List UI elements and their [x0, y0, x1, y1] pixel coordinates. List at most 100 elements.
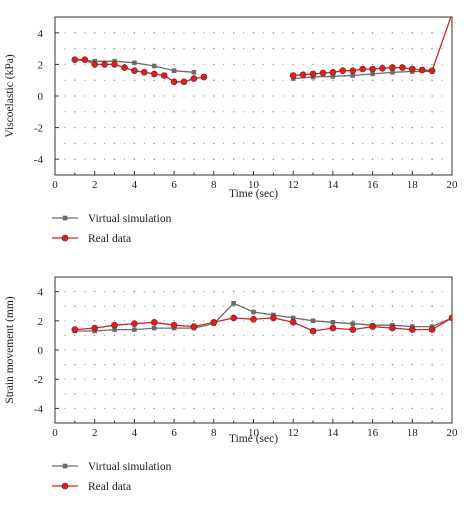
- y-tick-label: 2: [38, 59, 44, 71]
- data-point: [408, 326, 416, 333]
- x-tick-label: 8: [211, 179, 217, 191]
- x-tick-label: 2: [92, 427, 98, 439]
- data-point: [399, 64, 406, 71]
- data-point: [200, 73, 208, 81]
- data-point: [370, 71, 375, 77]
- data-point: [131, 67, 138, 74]
- data-point: [250, 315, 257, 323]
- x-tick-label: 20: [447, 179, 459, 191]
- data-point: [349, 326, 357, 333]
- legend-marker-square: [62, 463, 68, 469]
- data-point: [408, 65, 416, 73]
- y-tick-label: 4: [38, 287, 44, 299]
- x-tick-label: 4: [132, 427, 138, 439]
- x-tick-label: 14: [327, 179, 339, 191]
- legend-marker-circle: [61, 482, 69, 490]
- legend: Virtual simulation Real data: [52, 461, 172, 493]
- data-point: [369, 65, 376, 73]
- series-line: [293, 70, 433, 80]
- y-tick-label: -4: [34, 154, 44, 166]
- x-tick-label: 14: [327, 427, 339, 439]
- data-point: [389, 324, 396, 332]
- legend: Virtual simulation Real data: [52, 213, 172, 245]
- x-tick-label: 8: [211, 427, 217, 439]
- data-point: [151, 70, 158, 78]
- series-layer: [71, 301, 452, 335]
- x-tick-label: 16: [367, 179, 379, 191]
- y-axis-title: Viscoelastic (kPa): [4, 54, 16, 137]
- data-point: [339, 67, 347, 74]
- data-point: [131, 320, 138, 328]
- data-point: [151, 325, 157, 331]
- y-tick-label: -4: [34, 403, 44, 415]
- data-point: [190, 75, 198, 82]
- data-point: [111, 321, 118, 329]
- y-tick-label: 0: [38, 345, 44, 357]
- data-point: [299, 71, 307, 78]
- data-point: [111, 61, 118, 68]
- data-point: [230, 314, 237, 322]
- data-point: [132, 327, 137, 332]
- data-point: [231, 301, 236, 306]
- data-point: [350, 321, 355, 326]
- x-axis-title: Time (sec): [229, 188, 278, 200]
- data-point: [251, 309, 256, 315]
- data-point: [71, 56, 79, 64]
- data-point: [309, 70, 317, 78]
- y-tick-label: -2: [34, 374, 43, 386]
- data-point: [151, 63, 157, 69]
- data-point: [379, 65, 386, 72]
- data-point: [151, 318, 158, 326]
- chart-1: 0 2 4 6 8 10 12 14 16 18 20 -4 -2 0 2 4 Time (sec) Viscoe…: [4, 16, 459, 245]
- data-point: [180, 78, 188, 86]
- data-point: [389, 64, 396, 71]
- x-tick-label: 10: [248, 179, 260, 191]
- x-tick-label: 2: [92, 179, 98, 191]
- y-tick-label: -2: [34, 123, 43, 135]
- legend-label: Real data: [88, 233, 131, 245]
- data-point: [190, 323, 198, 330]
- x-tick-label: 20: [447, 427, 459, 439]
- data-point: [290, 315, 296, 321]
- data-point: [210, 318, 218, 326]
- data-point: [101, 61, 108, 68]
- data-point: [359, 65, 367, 73]
- y-tick-label: 2: [38, 316, 44, 328]
- series-layer: [71, 17, 452, 86]
- data-point: [369, 323, 376, 330]
- legend-label: Real data: [88, 481, 131, 493]
- data-point: [428, 67, 436, 74]
- data-point: [191, 70, 197, 75]
- real-data-series: [71, 17, 452, 86]
- x-tick-label: 0: [52, 179, 58, 191]
- data-point: [428, 326, 436, 333]
- x-tick-label: 12: [288, 427, 299, 439]
- data-point: [350, 73, 355, 78]
- series-line: [74, 317, 452, 332]
- data-point: [289, 318, 297, 326]
- data-point: [132, 60, 137, 66]
- data-point: [390, 70, 395, 75]
- data-point: [310, 318, 316, 324]
- data-point: [270, 314, 277, 322]
- legend-marker-square: [62, 215, 68, 221]
- data-point: [330, 74, 336, 79]
- x-tick-label: 16: [367, 427, 379, 439]
- legend-label: Virtual simulation: [88, 461, 172, 473]
- x-axis-title: Time (sec): [229, 433, 278, 445]
- y-tick-label: 4: [38, 28, 44, 40]
- data-point: [171, 68, 177, 73]
- data-point: [170, 321, 178, 329]
- x-tick-label: 0: [52, 427, 58, 439]
- data-point: [160, 72, 168, 79]
- chart-2: 0 2 4 6 8 10 12 14 16 18 20 -4 -2 0 2 4 Time (sec) Strain…: [4, 276, 459, 493]
- grid-dots: [64, 32, 443, 160]
- data-point: [170, 78, 178, 86]
- grid-dots: [64, 290, 443, 410]
- data-point: [448, 314, 452, 322]
- data-point: [349, 67, 357, 74]
- data-point: [141, 69, 148, 76]
- data-point: [329, 324, 337, 332]
- legend-marker-circle: [61, 234, 69, 242]
